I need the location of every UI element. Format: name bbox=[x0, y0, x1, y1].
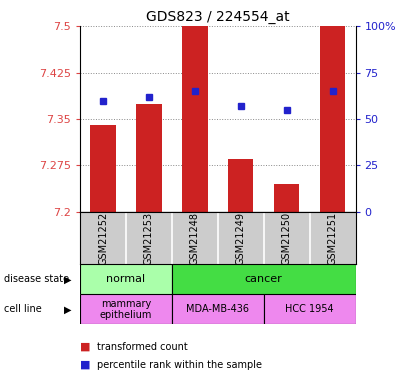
Text: ▶: ▶ bbox=[64, 304, 71, 314]
Text: GSM21249: GSM21249 bbox=[236, 211, 246, 265]
Text: MDA-MB-436: MDA-MB-436 bbox=[186, 304, 249, 314]
Text: GSM21253: GSM21253 bbox=[144, 211, 154, 265]
Text: disease state: disease state bbox=[4, 274, 69, 284]
Text: mammary
epithelium: mammary epithelium bbox=[100, 298, 152, 320]
Text: cell line: cell line bbox=[4, 304, 42, 314]
Text: GSM21250: GSM21250 bbox=[282, 211, 292, 265]
Text: GSM21251: GSM21251 bbox=[328, 211, 337, 265]
Bar bbox=[80, 264, 172, 294]
Bar bbox=[320, 26, 345, 212]
Bar bbox=[264, 294, 356, 324]
Text: ▶: ▶ bbox=[64, 274, 71, 284]
Bar bbox=[172, 294, 264, 324]
Bar bbox=[172, 264, 356, 294]
Title: GDS823 / 224554_at: GDS823 / 224554_at bbox=[146, 10, 290, 24]
Text: ■: ■ bbox=[80, 360, 91, 369]
Text: transformed count: transformed count bbox=[97, 342, 187, 352]
Bar bbox=[90, 125, 116, 212]
Bar bbox=[274, 184, 299, 212]
Text: HCC 1954: HCC 1954 bbox=[285, 304, 334, 314]
Text: percentile rank within the sample: percentile rank within the sample bbox=[97, 360, 261, 369]
Text: cancer: cancer bbox=[245, 274, 283, 284]
Text: ■: ■ bbox=[80, 342, 91, 352]
Bar bbox=[182, 26, 208, 212]
Text: normal: normal bbox=[106, 274, 145, 284]
Text: GSM21252: GSM21252 bbox=[98, 211, 108, 265]
Bar bbox=[136, 104, 162, 212]
Bar bbox=[228, 159, 254, 212]
Bar bbox=[80, 294, 172, 324]
Text: GSM21248: GSM21248 bbox=[190, 211, 200, 265]
